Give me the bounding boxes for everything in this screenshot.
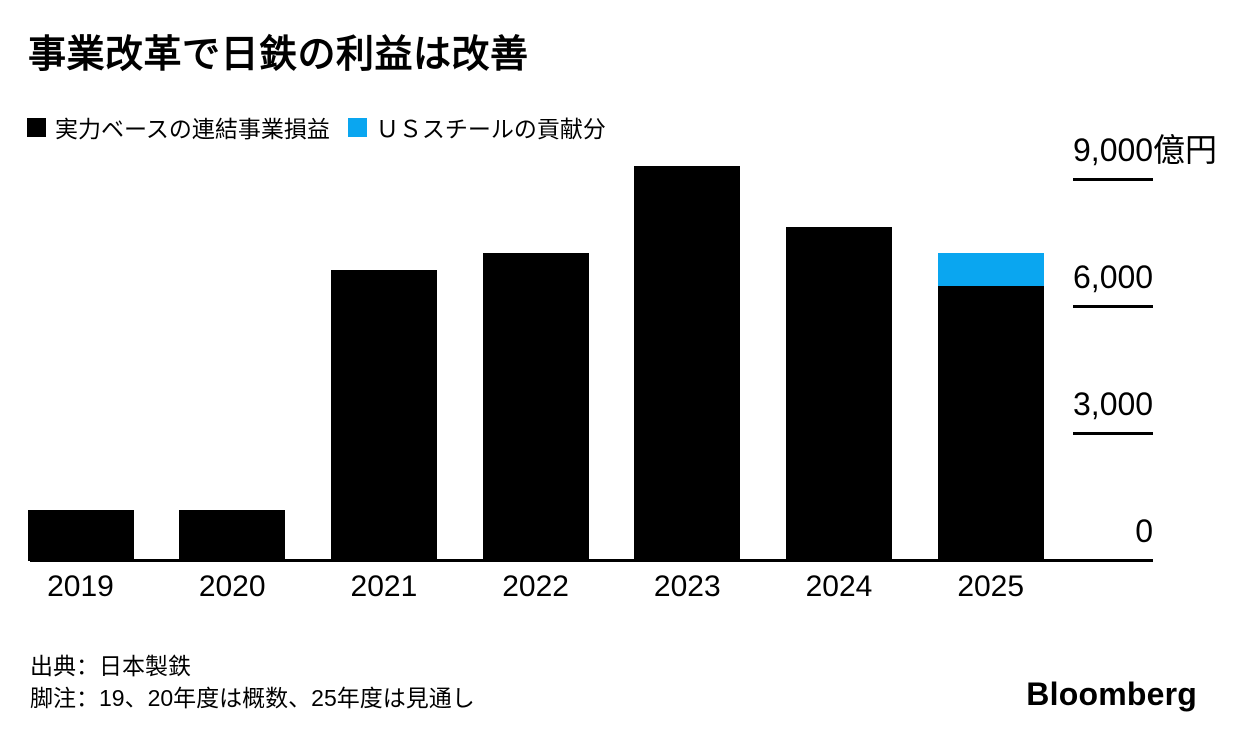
bar-2020 xyxy=(179,510,286,561)
x-axis-label-2022: 2022 xyxy=(502,570,569,603)
x-axis-label-2024: 2024 xyxy=(805,570,873,603)
y-axis-label-3000: 3,000 xyxy=(1073,388,1153,420)
y-axis-unit-label: 億円 xyxy=(1153,132,1218,169)
bloomberg-logo: Bloomberg xyxy=(1026,676,1197,712)
bar-2023 xyxy=(634,166,741,561)
legend-item-us-steel: ＵＳスチールの貢献分 xyxy=(347,110,606,144)
chart-footer: 出典：日本製鉄 脚注：19、20年度は概数、25年度は見通し xyxy=(30,650,475,714)
black-square-swatch-icon xyxy=(27,117,46,137)
legend: 実力ベースの連結事業損益 ＵＳスチールの貢献分 xyxy=(27,110,606,144)
bar-2021 xyxy=(330,269,437,561)
y-axis-label-9000: 9,000 億円 xyxy=(1073,134,1217,166)
y-axis-tick-6000 xyxy=(1073,305,1153,309)
y-axis-label-number: 9,000 xyxy=(1073,132,1154,169)
x-axis-label-2020: 2020 xyxy=(198,570,266,603)
bar-2019 xyxy=(27,510,134,561)
source-note: 出典：日本製鉄 xyxy=(30,653,191,679)
chart-title: 事業改革で日鉄の利益は改善 xyxy=(28,34,529,76)
bar-2025-stack1 xyxy=(937,252,1044,287)
y-axis-label-6000: 6,000 xyxy=(1073,261,1153,293)
y-axis-label-number: 6,000 xyxy=(1073,259,1154,296)
x-axis-label-2025: 2025 xyxy=(957,570,1025,603)
y-axis-label-0: 0 xyxy=(1073,515,1153,547)
bar-2024 xyxy=(786,227,892,561)
legend-label-core-profit: 実力ベースの連結事業損益 xyxy=(55,116,330,142)
legend-item-core-profit: 実力ベースの連結事業損益 xyxy=(27,110,330,144)
y-axis-tick-3000 xyxy=(1073,431,1153,435)
y-axis-label-number: 0 xyxy=(1135,512,1153,549)
bar-2025 xyxy=(937,286,1044,561)
y-axis-label-number: 3,000 xyxy=(1073,385,1154,422)
bar-2022 xyxy=(482,252,589,561)
x-axis-label-2023: 2023 xyxy=(653,570,721,603)
legend-label-us-steel: ＵＳスチールの貢献分 xyxy=(375,116,606,142)
y-axis-tick-9000 xyxy=(1073,178,1153,182)
x-axis-baseline xyxy=(30,559,1153,562)
footnote: 脚注：19、20年度は概数、25年度は見通し xyxy=(30,685,475,711)
x-axis-label-2019: 2019 xyxy=(47,570,114,603)
blue-square-swatch-icon xyxy=(347,117,367,137)
x-axis-label-2021: 2021 xyxy=(350,570,418,603)
